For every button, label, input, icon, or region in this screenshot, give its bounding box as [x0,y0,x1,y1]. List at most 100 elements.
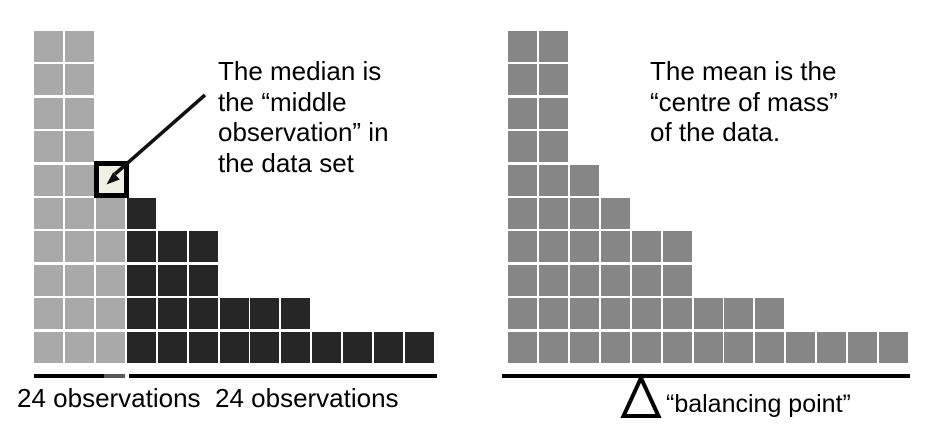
block-square [343,331,373,363]
block-square [157,231,187,263]
block-square [600,198,630,229]
block-square [126,231,156,263]
block-square [508,231,537,263]
block-square [538,298,568,330]
block-square [219,298,249,330]
block-square [569,164,599,196]
block-square [600,231,630,263]
block-square [600,331,630,363]
block-square [508,64,537,96]
block-square [538,97,568,129]
block-square [64,97,94,129]
block-square [64,264,94,296]
block-square [95,264,125,296]
block-square [755,331,785,363]
block-square [538,164,568,196]
block-square [34,31,63,62]
block-square [157,264,187,296]
block-square [34,131,63,163]
block-square [817,331,847,363]
block-square [662,231,692,263]
block-square [34,231,63,263]
block-square [538,264,568,296]
block-square [631,331,661,363]
median-annotation-line: observation” in [218,117,389,147]
block-square [64,131,94,163]
upper-group-label: 24 observations [215,383,399,413]
block-square [95,298,125,330]
block-square [538,31,568,62]
block-square [126,198,156,229]
block-square [64,331,94,363]
block-square [508,164,537,196]
block-square [126,264,156,296]
block-square [693,331,723,363]
block-square [631,231,661,263]
balance-beam-line [502,374,910,378]
block-square [34,264,63,296]
block-square [631,298,661,330]
block-square [538,331,568,363]
upper-group-underline [129,374,437,378]
block-square [508,131,537,163]
block-square [569,298,599,330]
block-square [64,164,94,196]
mean-annotation: The mean is the “centre of mass” of the … [650,56,838,148]
block-square [95,331,125,363]
block-square [631,264,661,296]
block-square [250,331,280,363]
block-square [64,231,94,263]
block-square [34,298,63,330]
mean-annotation-line: of the data. [650,117,781,147]
mean-annotation-line: The mean is the [650,56,837,86]
block-square [600,264,630,296]
block-square [724,331,754,363]
block-square [34,64,63,96]
balancing-point-label: “balancing point” [666,390,851,418]
block-square [250,298,280,330]
block-square [157,298,187,330]
median-annotation-line: the data set [218,147,354,178]
block-square [64,198,94,229]
block-square [569,264,599,296]
block-square [64,64,94,96]
mean-annotation-line: “centre of mass” [650,86,838,117]
block-square [693,298,723,330]
block-square [188,264,218,296]
block-square [126,298,156,330]
block-square [508,198,537,229]
block-square [848,331,878,363]
block-square [34,198,63,229]
block-square [755,298,785,330]
block-square [508,31,537,62]
block-square [188,331,218,363]
median-annotation: The median is the “middle observation” i… [218,56,389,178]
block-square [508,331,537,363]
median-column-underline [104,374,125,378]
block-square [538,64,568,96]
block-square [34,97,63,129]
block-square [538,231,568,263]
block-square [662,264,692,296]
block-square [126,331,156,363]
block-square [281,331,311,363]
block-square [569,231,599,263]
block-square [538,131,568,163]
block-square [374,331,404,363]
block-square [188,298,218,330]
block-square [219,331,249,363]
block-square [64,31,94,62]
block-square [64,298,94,330]
block-square [724,298,754,330]
block-square [538,198,568,229]
block-square [508,264,537,296]
lower-group-underline [34,374,104,378]
median-annotation-line: The median is [218,56,382,86]
block-square [405,331,435,363]
block-square [569,198,599,229]
block-square [34,331,63,363]
median-annotation-line: the “middle [218,86,347,117]
block-square [157,331,187,363]
block-square [786,331,816,363]
